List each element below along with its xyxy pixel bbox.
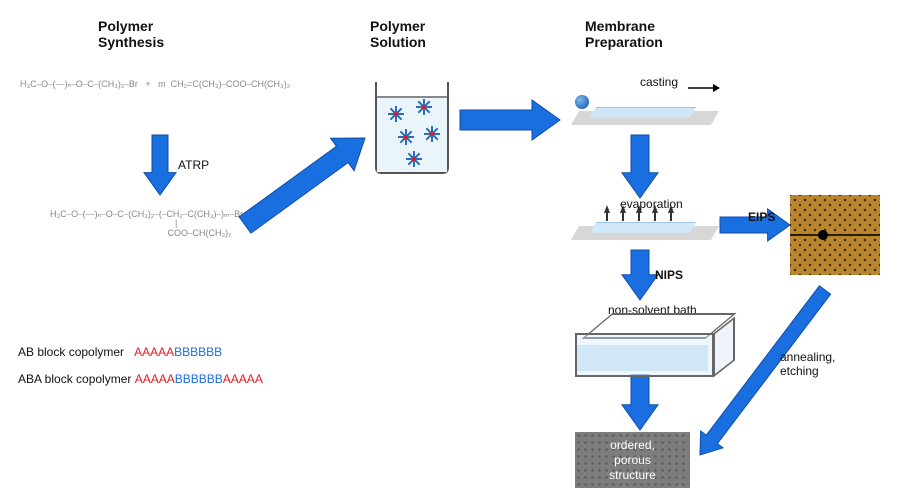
evaporation-arrow xyxy=(604,205,610,213)
label-evaporation: evaporation xyxy=(620,197,683,211)
micelle xyxy=(417,100,431,114)
arrows-layer xyxy=(0,0,900,500)
microscopy-image xyxy=(790,195,880,275)
chem-structure-bottom: H₃C⎯O⎯(⎯⎯)ₙ⎯O⎯C⎯(CH₃)₂⎯(⎯CH₂⎯C(CH₃)⎯)ₘ⎯B… xyxy=(50,210,243,238)
evaporation-plate xyxy=(575,210,715,244)
header-solution: Polymer Solution xyxy=(370,18,426,50)
micelle xyxy=(389,107,403,121)
arrow-beaker-to-cast xyxy=(460,100,560,140)
casting-roller xyxy=(575,95,589,109)
micelle xyxy=(407,152,421,166)
label-annealing: annealing, etching xyxy=(780,350,835,378)
nonsolvent-bath xyxy=(575,315,725,375)
arrow-atrp xyxy=(144,135,176,195)
beaker xyxy=(375,82,449,174)
ordered-structure: ordered, porous structure xyxy=(575,432,690,488)
label-atrp: ATRP xyxy=(178,158,209,172)
label-eips: EIPS xyxy=(748,210,775,224)
label-casting: casting xyxy=(640,75,678,89)
label-nips: NIPS xyxy=(655,268,683,282)
header-synthesis: Polymer Synthesis xyxy=(98,18,164,50)
arrow-cast-to-evap xyxy=(622,135,658,198)
header-membrane: Membrane Preparation xyxy=(585,18,663,50)
aba-copolymer-legend: ABA block copolymer AAAAABBBBBBAAAAA xyxy=(18,372,263,386)
arrow-chem-to-beaker xyxy=(239,138,365,233)
micelle xyxy=(425,127,439,141)
casting-plate xyxy=(575,95,715,129)
arrow-evap-to-nips xyxy=(622,250,658,300)
ab-copolymer-legend: AB block copolymer AAAAABBBBBB xyxy=(18,345,222,359)
arrow-bath-to-ordered xyxy=(622,375,658,430)
chem-structure-top: H₃C⎯O⎯(⎯⎯)ₙ⎯O⎯C⎯(CH₃)₂⎯Br + m CH₂=C(CH₃)… xyxy=(20,80,290,89)
micelle xyxy=(399,130,413,144)
